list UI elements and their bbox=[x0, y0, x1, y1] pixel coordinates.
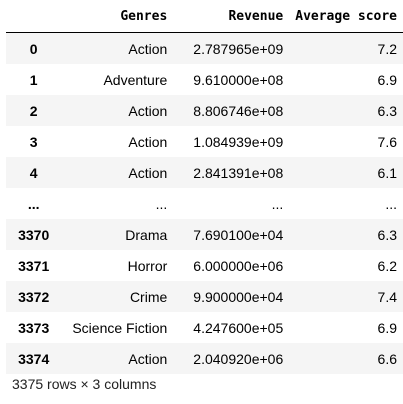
revenue-cell: 8.806746e+08 bbox=[193, 102, 284, 119]
genre-cell: Action bbox=[128, 350, 168, 367]
table-header: Genres Revenue Average score bbox=[6, 1, 403, 33]
genre-cell: Action bbox=[128, 40, 168, 57]
row-index: 0 bbox=[29, 40, 38, 57]
table-body: 0 Action 2.787965e+09 7.2 1 Adventure 9.… bbox=[6, 32, 403, 374]
revenue-cell: 6.000000e+06 bbox=[193, 257, 284, 274]
genre-cell: Action bbox=[128, 164, 168, 181]
column-header-revenue: Revenue bbox=[173, 1, 290, 33]
table-row: 1 Adventure 9.610000e+08 6.9 bbox=[6, 64, 403, 95]
score-cell: 6.9 bbox=[377, 319, 397, 336]
revenue-cell: ... bbox=[271, 195, 284, 212]
table-row: 3372 Crime 9.900000e+04 7.4 bbox=[6, 281, 403, 312]
score-cell: 6.6 bbox=[377, 350, 397, 367]
genre-cell: Science Fiction bbox=[72, 319, 168, 336]
table-row: 2 Action 8.806746e+08 6.3 bbox=[6, 95, 403, 126]
score-cell: 6.2 bbox=[377, 257, 397, 274]
score-cell: 7.6 bbox=[377, 133, 397, 150]
dataframe-table: Genres Revenue Average score 0 Action 2.… bbox=[6, 1, 403, 374]
genre-cell: Crime bbox=[129, 288, 168, 305]
score-cell: 6.3 bbox=[377, 226, 397, 243]
row-index: 4 bbox=[29, 164, 38, 181]
column-header-genres: Genres bbox=[61, 1, 174, 33]
revenue-cell: 9.610000e+08 bbox=[193, 71, 284, 88]
score-cell: 6.9 bbox=[377, 71, 397, 88]
table-shape-footer: 3375 rows × 3 columns bbox=[12, 376, 157, 392]
row-index: 3371 bbox=[18, 257, 50, 274]
score-cell: 7.2 bbox=[377, 40, 397, 57]
row-index: 2 bbox=[29, 102, 38, 119]
revenue-cell: 9.900000e+04 bbox=[193, 288, 284, 305]
table-row: 3 Action 1.084939e+09 7.6 bbox=[6, 126, 403, 157]
score-cell: 6.1 bbox=[377, 164, 397, 181]
genre-cell: Drama bbox=[125, 226, 168, 243]
table-row: 3371 Horror 6.000000e+06 6.2 bbox=[6, 250, 403, 281]
score-cell: 7.4 bbox=[377, 288, 397, 305]
row-index: 3372 bbox=[18, 288, 50, 305]
revenue-cell: 2.040920e+06 bbox=[193, 350, 284, 367]
genre-cell: Action bbox=[128, 102, 168, 119]
index-header bbox=[6, 1, 62, 33]
score-cell: ... bbox=[385, 195, 397, 212]
row-index: ... bbox=[27, 195, 40, 212]
revenue-cell: 1.084939e+09 bbox=[193, 133, 284, 150]
table-row: 4 Action 2.841391e+08 6.1 bbox=[6, 157, 403, 188]
header-row: Genres Revenue Average score bbox=[6, 1, 403, 33]
score-cell: 6.3 bbox=[377, 102, 397, 119]
revenue-cell: 7.690100e+04 bbox=[193, 226, 284, 243]
table-row: 3373 Science Fiction 4.247600e+05 6.9 bbox=[6, 312, 403, 343]
table-row: 3370 Drama 7.690100e+04 6.3 bbox=[6, 219, 403, 250]
revenue-cell: 2.787965e+09 bbox=[193, 40, 284, 57]
table-row: 3374 Action 2.040920e+06 6.6 bbox=[6, 343, 403, 374]
row-index: 3370 bbox=[18, 226, 50, 243]
genre-cell: Action bbox=[128, 133, 168, 150]
column-header-average-score: Average score bbox=[289, 1, 403, 33]
row-index: 3374 bbox=[18, 350, 50, 367]
revenue-cell: 4.247600e+05 bbox=[193, 319, 284, 336]
ellipsis-row: ... ... ... ... bbox=[6, 188, 403, 219]
genre-cell: ... bbox=[155, 195, 168, 212]
row-index: 3373 bbox=[18, 319, 50, 336]
genre-cell: Adventure bbox=[103, 71, 168, 88]
table-row: 0 Action 2.787965e+09 7.2 bbox=[6, 32, 403, 64]
revenue-cell: 2.841391e+08 bbox=[193, 164, 284, 181]
row-index: 3 bbox=[29, 133, 38, 150]
genre-cell: Horror bbox=[127, 257, 168, 274]
row-index: 1 bbox=[29, 71, 38, 88]
